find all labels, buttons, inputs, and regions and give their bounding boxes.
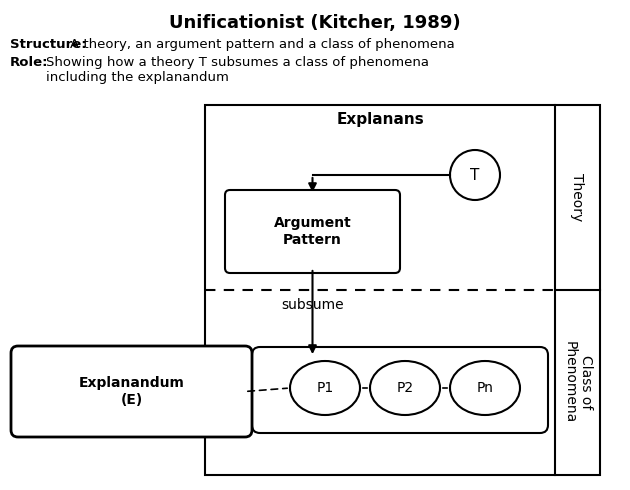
Text: Showing how a theory T subsumes a class of phenomena
including the explanandum: Showing how a theory T subsumes a class …	[46, 56, 429, 84]
Text: Explanans: Explanans	[336, 112, 424, 127]
Text: Explanandum
(E): Explanandum (E)	[79, 376, 185, 407]
Text: Structure:: Structure:	[10, 38, 87, 51]
FancyBboxPatch shape	[11, 346, 252, 437]
FancyBboxPatch shape	[252, 347, 548, 433]
Text: Theory: Theory	[571, 173, 585, 221]
Text: T: T	[471, 168, 479, 182]
Text: Argument
Pattern: Argument Pattern	[273, 217, 352, 246]
Text: subsume: subsume	[281, 298, 344, 312]
Text: P1: P1	[316, 381, 334, 395]
Text: A theory, an argument pattern and a class of phenomena: A theory, an argument pattern and a clas…	[70, 38, 455, 51]
FancyBboxPatch shape	[225, 190, 400, 273]
Text: Unificationist (Kitcher, 1989): Unificationist (Kitcher, 1989)	[169, 14, 461, 32]
Text: Class of
Phenomena: Class of Phenomena	[563, 342, 593, 424]
Text: Role:: Role:	[10, 56, 49, 69]
Text: Pn: Pn	[476, 381, 493, 395]
Bar	[205, 105, 600, 475]
Text: P2: P2	[396, 381, 413, 395]
